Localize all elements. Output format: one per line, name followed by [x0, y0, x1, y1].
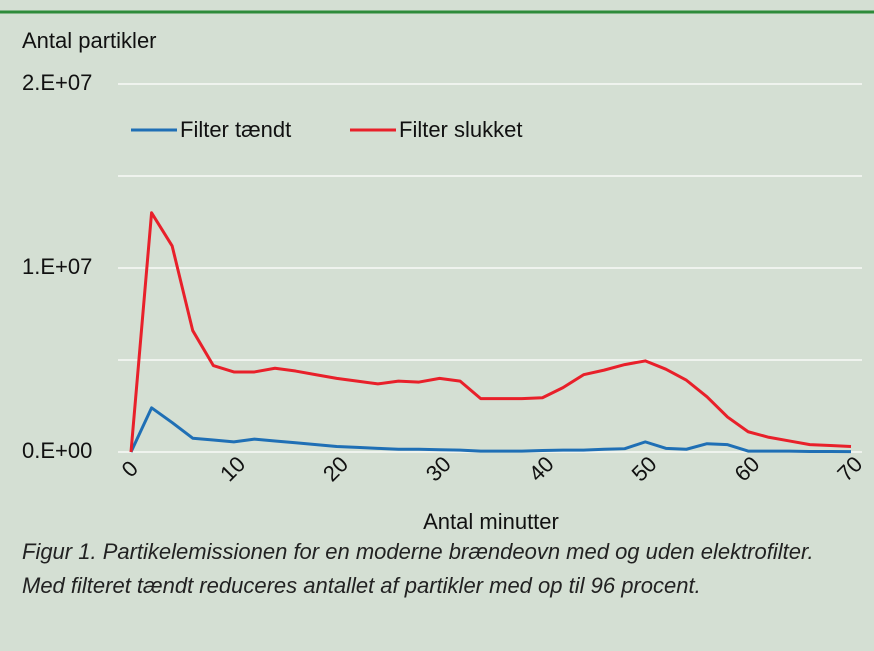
- x-tick-label: 50: [627, 451, 662, 486]
- legend-label: Filter slukket: [399, 117, 522, 142]
- x-tick-label: 40: [524, 451, 559, 486]
- y-tick-label: 0.E+00: [22, 438, 92, 463]
- x-tick-label: 70: [832, 451, 867, 486]
- caption: Figur 1. Partikelemissionen for en moder…: [22, 539, 814, 598]
- x-tick-label: 30: [421, 451, 456, 486]
- y-axis-label: Antal partikler: [22, 28, 157, 53]
- x-tick-label: 20: [318, 451, 353, 486]
- x-tick-label: 60: [729, 451, 764, 486]
- y-tick-label: 1.E+07: [22, 254, 92, 279]
- x-tick-label: 10: [215, 451, 250, 486]
- x-axis-label: Antal minutter: [423, 509, 559, 530]
- x-tick-label: 0: [117, 456, 143, 482]
- legend-label: Filter tændt: [180, 117, 291, 142]
- series-line: [129, 211, 852, 453]
- series-line: [129, 406, 852, 454]
- y-tick-label: 2.E+07: [22, 70, 92, 95]
- chart: Antal partikler Antal minutter 0.E+00 1.E…: [0, 10, 874, 530]
